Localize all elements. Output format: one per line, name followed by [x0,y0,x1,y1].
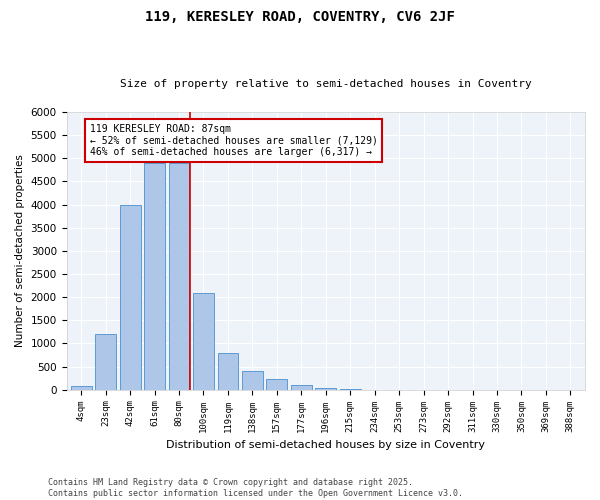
Bar [242,371,263,390]
Bar [218,352,238,390]
Bar [316,388,336,390]
X-axis label: Distribution of semi-detached houses by size in Coventry: Distribution of semi-detached houses by … [166,440,485,450]
Bar [120,204,140,390]
Bar [144,163,165,390]
Bar [266,379,287,390]
Bar [71,386,92,390]
Bar [193,292,214,390]
Text: 119 KERESLEY ROAD: 87sqm
← 52% of semi-detached houses are smaller (7,129)
46% o: 119 KERESLEY ROAD: 87sqm ← 52% of semi-d… [90,124,377,157]
Bar [95,334,116,390]
Text: 119, KERESLEY ROAD, COVENTRY, CV6 2JF: 119, KERESLEY ROAD, COVENTRY, CV6 2JF [145,10,455,24]
Bar [169,163,190,390]
Text: Contains HM Land Registry data © Crown copyright and database right 2025.
Contai: Contains HM Land Registry data © Crown c… [48,478,463,498]
Title: Size of property relative to semi-detached houses in Coventry: Size of property relative to semi-detach… [120,79,532,89]
Y-axis label: Number of semi-detached properties: Number of semi-detached properties [15,154,25,348]
Bar [291,384,312,390]
